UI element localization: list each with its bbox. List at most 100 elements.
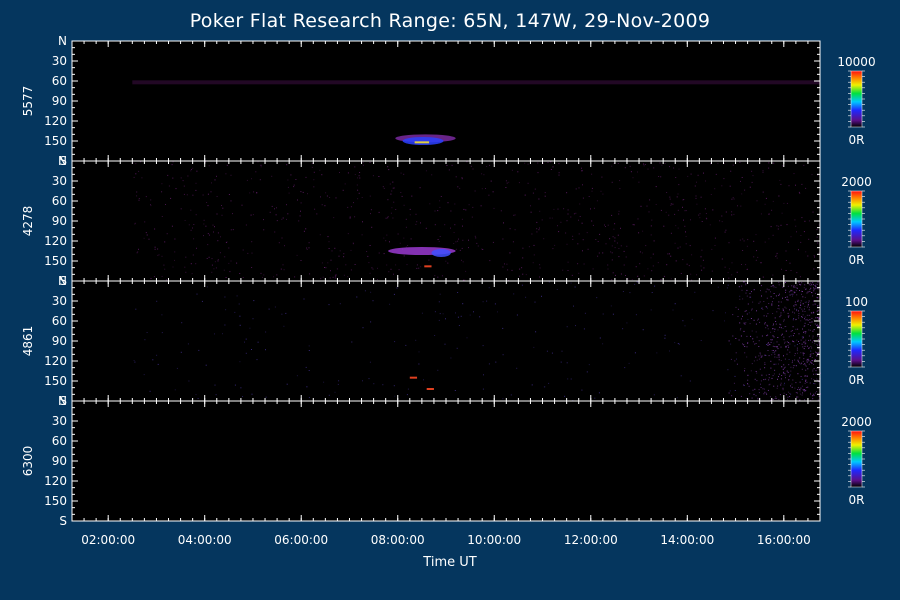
noise-pixel bbox=[801, 316, 803, 317]
noise-pixel bbox=[806, 301, 808, 303]
noise-pixel bbox=[802, 314, 804, 316]
noise-pixel bbox=[741, 285, 743, 287]
noise-pixel bbox=[352, 242, 354, 244]
noise-pixel bbox=[642, 230, 644, 232]
noise-pixel bbox=[541, 219, 543, 221]
noise-pixel bbox=[776, 311, 778, 313]
noise-pixel bbox=[181, 322, 183, 324]
noise-pixel bbox=[446, 165, 448, 166]
noise-pixel bbox=[578, 233, 580, 235]
y-tick-label: 90 bbox=[52, 454, 67, 468]
noise-pixel bbox=[784, 297, 786, 298]
noise-pixel bbox=[810, 346, 812, 347]
panel-wavelength-label: 5577 bbox=[21, 86, 35, 117]
noise-pixel bbox=[211, 271, 213, 273]
noise-pixel bbox=[794, 345, 796, 347]
noise-pixel bbox=[535, 331, 537, 333]
noise-pixel bbox=[766, 315, 768, 317]
noise-pixel bbox=[789, 396, 791, 397]
noise-pixel bbox=[281, 313, 283, 315]
noise-pixel bbox=[305, 228, 307, 230]
noise-pixel bbox=[511, 169, 513, 171]
noise-pixel bbox=[755, 395, 757, 397]
noise-pixel bbox=[632, 224, 634, 226]
noise-pixel bbox=[570, 216, 572, 218]
noise-pixel bbox=[283, 325, 285, 327]
noise-pixel bbox=[455, 248, 457, 250]
noise-pixel bbox=[521, 267, 523, 269]
noise-pixel bbox=[677, 209, 679, 211]
noise-pixel bbox=[796, 349, 798, 351]
noise-pixel bbox=[674, 213, 676, 215]
noise-pixel bbox=[328, 394, 330, 396]
noise-pixel bbox=[354, 174, 356, 175]
noise-pixel bbox=[772, 285, 774, 287]
noise-pixel bbox=[696, 181, 697, 183]
noise-pixel bbox=[789, 309, 790, 311]
noise-pixel bbox=[460, 315, 462, 317]
noise-pixel bbox=[438, 301, 440, 303]
noise-pixel bbox=[591, 173, 593, 175]
noise-pixel bbox=[804, 364, 806, 366]
y-tick-label: S bbox=[59, 274, 67, 288]
noise-pixel bbox=[556, 289, 558, 290]
noise-pixel bbox=[744, 352, 746, 354]
noise-pixel bbox=[377, 279, 378, 280]
noise-pixel bbox=[385, 217, 387, 219]
noise-pixel bbox=[814, 342, 816, 344]
noise-pixel bbox=[800, 339, 802, 341]
noise-pixel bbox=[779, 323, 781, 325]
noise-pixel bbox=[794, 312, 795, 314]
noise-pixel bbox=[790, 270, 792, 271]
noise-pixel bbox=[137, 251, 139, 253]
noise-pixel bbox=[325, 267, 327, 269]
noise-pixel bbox=[789, 343, 791, 345]
noise-pixel bbox=[370, 321, 372, 323]
noise-pixel bbox=[774, 328, 776, 330]
noise-pixel bbox=[392, 187, 394, 189]
noise-pixel bbox=[782, 389, 784, 391]
noise-pixel bbox=[624, 167, 626, 169]
noise-pixel bbox=[508, 181, 510, 183]
noise-pixel bbox=[275, 214, 277, 216]
noise-pixel bbox=[812, 282, 814, 284]
noise-pixel bbox=[434, 210, 436, 212]
noise-pixel bbox=[810, 353, 812, 355]
noise-pixel bbox=[817, 281, 819, 283]
y-tick-label: 120 bbox=[44, 354, 67, 368]
noise-pixel bbox=[256, 192, 258, 194]
noise-pixel bbox=[396, 287, 398, 289]
noise-pixel bbox=[745, 284, 747, 286]
noise-pixel bbox=[796, 284, 798, 286]
noise-pixel bbox=[156, 300, 158, 302]
noise-pixel bbox=[798, 281, 800, 283]
noise-pixel bbox=[749, 323, 751, 325]
noise-pixel bbox=[721, 221, 723, 223]
noise-pixel bbox=[533, 244, 535, 246]
noise-pixel bbox=[637, 171, 638, 173]
noise-pixel bbox=[611, 165, 613, 167]
noise-pixel bbox=[201, 300, 203, 302]
noise-pixel bbox=[548, 281, 550, 283]
noise-pixel bbox=[786, 299, 788, 301]
noise-pixel bbox=[170, 197, 172, 199]
noise-pixel bbox=[462, 303, 464, 305]
noise-pixel bbox=[335, 197, 337, 199]
noise-pixel bbox=[762, 170, 764, 172]
noise-pixel bbox=[817, 325, 819, 327]
noise-pixel bbox=[439, 200, 441, 202]
noise-pixel bbox=[683, 219, 684, 221]
noise-pixel bbox=[400, 172, 402, 174]
noise-pixel bbox=[481, 173, 483, 175]
noise-pixel bbox=[373, 383, 375, 385]
noise-pixel bbox=[361, 234, 363, 236]
noise-pixel bbox=[749, 186, 751, 188]
noise-pixel bbox=[818, 342, 820, 344]
noise-pixel bbox=[172, 161, 174, 163]
noise-pixel bbox=[762, 388, 764, 390]
noise-pixel bbox=[455, 312, 456, 314]
noise-pixel bbox=[802, 303, 804, 305]
noise-pixel bbox=[758, 358, 760, 360]
noise-pixel bbox=[192, 227, 193, 229]
noise-pixel bbox=[807, 303, 809, 305]
